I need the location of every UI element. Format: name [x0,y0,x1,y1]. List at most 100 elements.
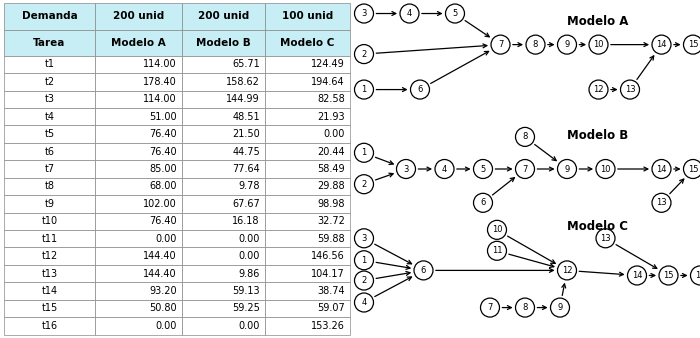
Bar [182,125,265,143]
Text: t12: t12 [41,251,57,261]
Text: 1: 1 [361,256,367,265]
Ellipse shape [683,160,700,178]
Ellipse shape [354,251,374,270]
Text: 15: 15 [664,271,673,280]
Text: 14: 14 [631,271,643,280]
Bar [4,56,95,73]
Bar [4,230,95,247]
Bar [265,125,350,143]
Text: 14: 14 [657,165,666,173]
Bar [4,265,95,282]
Bar [4,108,95,125]
Text: 4: 4 [407,9,412,18]
Bar [4,195,95,213]
Text: 100 unid: 100 unid [282,11,333,21]
Ellipse shape [526,35,545,54]
Text: 146.56: 146.56 [311,251,345,261]
Ellipse shape [683,35,700,54]
Text: 6: 6 [421,266,426,275]
Text: 77.64: 77.64 [232,164,260,174]
Bar [95,300,182,317]
Text: 158.62: 158.62 [226,77,260,87]
Text: 144.40: 144.40 [143,251,176,261]
Text: 82.58: 82.58 [317,94,345,104]
Text: 32.72: 32.72 [317,216,345,226]
Text: 9.78: 9.78 [239,182,260,191]
Ellipse shape [487,241,507,260]
Text: t6: t6 [44,147,55,156]
Ellipse shape [550,298,570,317]
Bar [4,282,95,300]
Text: 3: 3 [403,165,409,173]
Bar [265,160,350,178]
Bar [182,143,265,160]
Text: Modelo B: Modelo B [196,38,251,48]
Text: 114.00: 114.00 [143,59,176,69]
Text: t5: t5 [44,129,55,139]
Ellipse shape [589,80,608,99]
Text: t14: t14 [41,286,57,296]
Text: 144.99: 144.99 [226,94,260,104]
Text: 104.17: 104.17 [311,269,345,279]
Text: 13: 13 [600,234,611,243]
Text: 21.93: 21.93 [317,112,345,122]
Text: 5: 5 [452,9,458,18]
Text: 0.00: 0.00 [155,234,176,244]
Text: Tarea: Tarea [33,38,66,48]
Text: 10: 10 [601,165,610,173]
Text: 102.00: 102.00 [143,199,176,209]
Text: 13: 13 [656,198,667,207]
Ellipse shape [445,4,465,23]
Ellipse shape [473,193,493,212]
Bar [182,300,265,317]
Ellipse shape [354,271,374,290]
Bar [182,160,265,178]
Text: 20.44: 20.44 [317,147,345,156]
Bar [95,108,182,125]
Text: 11: 11 [491,246,503,255]
Bar [4,160,95,178]
Text: 0.00: 0.00 [239,321,260,331]
Text: Modelo A: Modelo A [111,38,166,48]
Bar [265,195,350,213]
Text: 14: 14 [657,40,666,49]
Ellipse shape [354,4,374,23]
Text: Demanda: Demanda [22,11,77,21]
Ellipse shape [652,193,671,212]
Ellipse shape [473,160,493,178]
Ellipse shape [557,160,577,178]
Bar [95,247,182,265]
Text: Modelo C: Modelo C [567,220,628,233]
Ellipse shape [480,298,500,317]
Text: t7: t7 [44,164,55,174]
Bar [95,73,182,91]
Ellipse shape [659,266,678,285]
Text: 9: 9 [557,303,563,312]
Bar [265,265,350,282]
Text: 2: 2 [361,180,367,189]
Text: 6: 6 [417,85,423,94]
Text: t11: t11 [41,234,57,244]
Text: 59.25: 59.25 [232,304,260,313]
Text: 76.40: 76.40 [149,216,176,226]
Text: 51.00: 51.00 [149,112,176,122]
Bar [4,317,95,335]
Text: 8: 8 [533,40,538,49]
Text: 16: 16 [694,271,700,280]
Bar [182,213,265,230]
Text: 9: 9 [564,165,570,173]
Text: t4: t4 [44,112,55,122]
Text: t16: t16 [41,321,57,331]
Text: 153.26: 153.26 [311,321,345,331]
Text: t8: t8 [44,182,55,191]
Bar [4,3,95,29]
Bar [182,73,265,91]
Text: 15: 15 [687,40,699,49]
Text: 98.98: 98.98 [317,199,345,209]
Text: 3: 3 [361,9,367,18]
Bar [182,195,265,213]
Bar [265,56,350,73]
Bar [265,282,350,300]
Bar [95,143,182,160]
Text: 4: 4 [442,165,447,173]
